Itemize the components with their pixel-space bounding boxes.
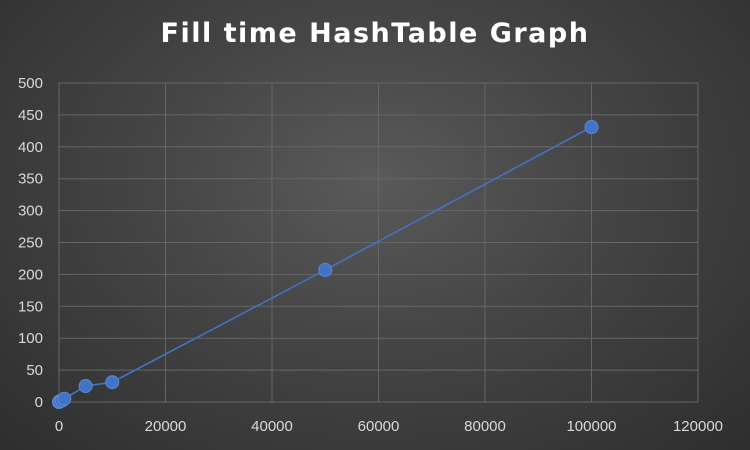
y-tick-label: 0: [35, 394, 43, 411]
y-tick-label: 500: [18, 75, 43, 92]
data-point: [105, 375, 120, 390]
x-tick-label: 120000: [673, 418, 723, 435]
y-tick-label: 400: [18, 139, 43, 156]
y-tick-label: 450: [18, 107, 43, 124]
y-tick-label: 100: [18, 330, 43, 347]
y-tick-label: 300: [18, 203, 43, 220]
data-point: [57, 391, 72, 406]
data-point: [78, 379, 93, 394]
chart-title: Fill time HashTable Graph: [160, 18, 590, 49]
y-tick-label: 250: [18, 235, 43, 252]
x-tick-label: 0: [55, 418, 63, 435]
y-tick-label: 200: [18, 266, 43, 283]
x-tick-label: 40000: [251, 418, 293, 435]
x-tick-label: 20000: [145, 418, 187, 435]
y-tick-label: 50: [26, 362, 43, 379]
y-tick-label: 150: [18, 298, 43, 315]
x-tick-label: 80000: [464, 418, 506, 435]
x-tick-label: 60000: [358, 418, 400, 435]
x-tick-label: 100000: [566, 418, 616, 435]
data-point: [318, 262, 333, 277]
data-point: [584, 120, 599, 135]
y-tick-label: 350: [18, 171, 43, 188]
